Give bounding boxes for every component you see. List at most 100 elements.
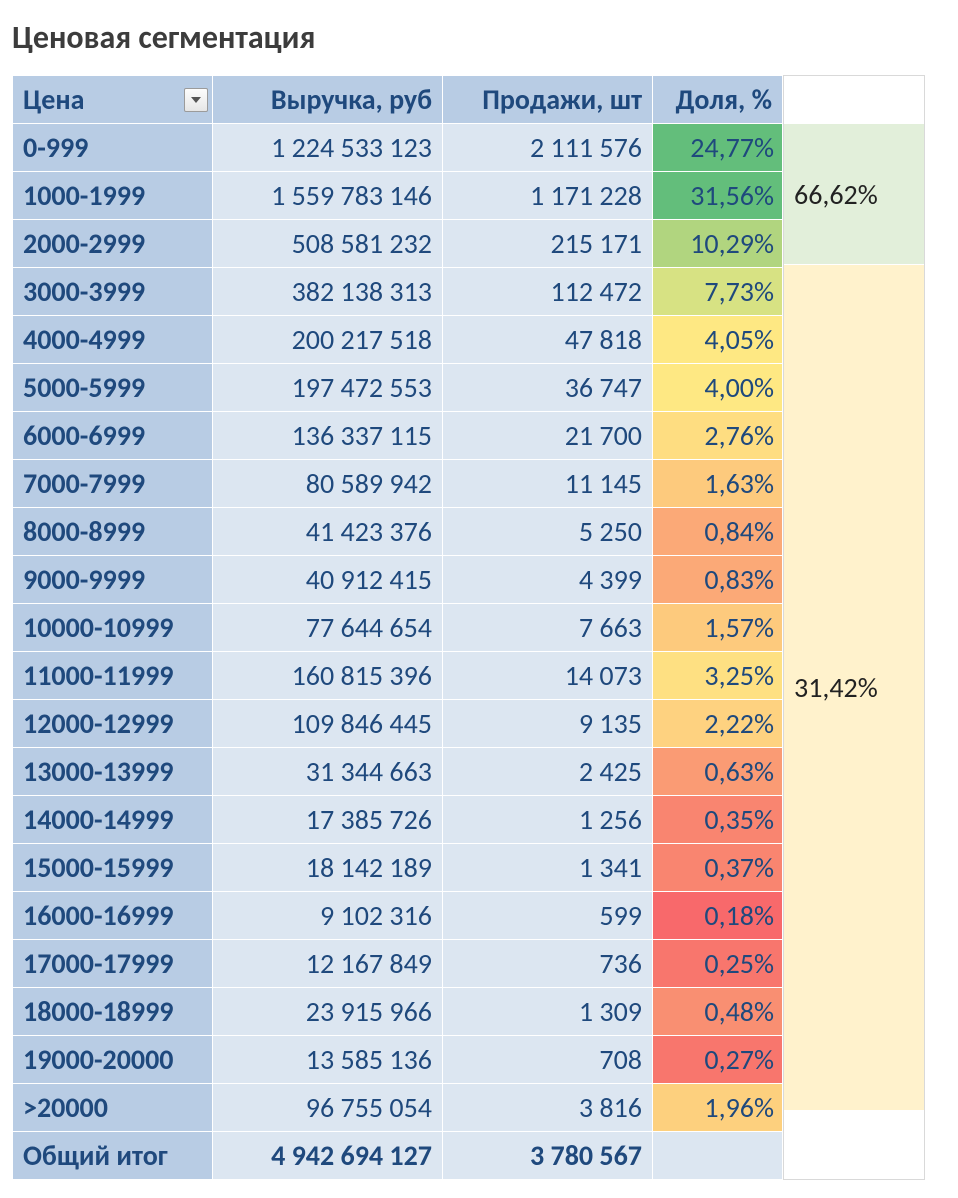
col-price-header[interactable]: Цена xyxy=(13,76,213,124)
total-row: Общий итог4 942 694 1273 780 567 xyxy=(13,1132,783,1180)
cell-sales: 4 399 xyxy=(443,556,653,604)
cell-price: 9000-9999 xyxy=(13,556,213,604)
cell-sales: 3 816 xyxy=(443,1084,653,1132)
cell-revenue: 508 581 232 xyxy=(213,220,443,268)
cell-share: 0,18% xyxy=(653,892,783,940)
table-row[interactable]: 13000-1399931 344 6632 4250,63% xyxy=(13,748,783,796)
cell-sales: 47 818 xyxy=(443,316,653,364)
cell-sales: 736 xyxy=(443,940,653,988)
col-sales-header[interactable]: Продажи, шт xyxy=(443,76,653,124)
cell-revenue: 109 846 445 xyxy=(213,700,443,748)
cell-sales: 708 xyxy=(443,1036,653,1084)
table-body: 0-9991 224 533 1232 111 57624,77%1000-19… xyxy=(13,124,783,1180)
table-row[interactable]: 17000-1799912 167 8497360,25% xyxy=(13,940,783,988)
cell-revenue: 382 138 313 xyxy=(213,268,443,316)
cell-revenue: 23 915 966 xyxy=(213,988,443,1036)
cell-price: >20000 xyxy=(13,1084,213,1132)
cell-share: 0,35% xyxy=(653,796,783,844)
cell-revenue: 80 589 942 xyxy=(213,460,443,508)
cell-revenue: 40 912 415 xyxy=(213,556,443,604)
cell-price: 16000-16999 xyxy=(13,892,213,940)
segmentation-table: Цена Выручка, руб Продажи, шт Доля, % 0-… xyxy=(12,75,783,1180)
col-revenue-header[interactable]: Выручка, руб xyxy=(213,76,443,124)
cell-share: 0,27% xyxy=(653,1036,783,1084)
table-row[interactable]: 15000-1599918 142 1891 3410,37% xyxy=(13,844,783,892)
cell-share: 2,22% xyxy=(653,700,783,748)
cell-price: 12000-12999 xyxy=(13,700,213,748)
cell-price: 7000-7999 xyxy=(13,460,213,508)
cell-sales: 14 073 xyxy=(443,652,653,700)
cell-revenue: 200 217 518 xyxy=(213,316,443,364)
cell-sales: 11 145 xyxy=(443,460,653,508)
cell-share: 0,25% xyxy=(653,940,783,988)
table-row[interactable]: 11000-11999160 815 39614 0733,25% xyxy=(13,652,783,700)
total-revenue: 4 942 694 127 xyxy=(213,1132,443,1180)
table-row[interactable]: 19000-2000013 585 1367080,27% xyxy=(13,1036,783,1084)
cell-revenue: 31 344 663 xyxy=(213,748,443,796)
cell-revenue: 13 585 136 xyxy=(213,1036,443,1084)
table-row[interactable]: 4000-4999200 217 51847 8184,05% xyxy=(13,316,783,364)
table-row[interactable]: 12000-12999109 846 4459 1352,22% xyxy=(13,700,783,748)
table-row[interactable]: 2000-2999508 581 232215 17110,29% xyxy=(13,220,783,268)
chevron-down-icon xyxy=(191,97,201,103)
group-header-spacer xyxy=(784,76,924,124)
table-row[interactable]: 18000-1899923 915 9661 3090,48% xyxy=(13,988,783,1036)
cell-sales: 1 341 xyxy=(443,844,653,892)
cell-price: 17000-17999 xyxy=(13,940,213,988)
cell-share: 0,37% xyxy=(653,844,783,892)
total-label: Общий итог xyxy=(13,1132,213,1180)
cell-share: 4,00% xyxy=(653,364,783,412)
table-row[interactable]: >2000096 755 0543 8161,96% xyxy=(13,1084,783,1132)
table-row[interactable]: 6000-6999136 337 11521 7002,76% xyxy=(13,412,783,460)
cell-price: 13000-13999 xyxy=(13,748,213,796)
cell-price: 8000-8999 xyxy=(13,508,213,556)
cell-share: 24,77% xyxy=(653,124,783,172)
filter-button[interactable] xyxy=(184,88,208,112)
cell-share: 4,05% xyxy=(653,316,783,364)
table-row[interactable]: 3000-3999382 138 313112 4727,73% xyxy=(13,268,783,316)
cell-revenue: 18 142 189 xyxy=(213,844,443,892)
table-row[interactable]: 9000-999940 912 4154 3990,83% xyxy=(13,556,783,604)
cell-revenue: 77 644 654 xyxy=(213,604,443,652)
table-row[interactable]: 8000-899941 423 3765 2500,84% xyxy=(13,508,783,556)
cell-share: 0,48% xyxy=(653,988,783,1036)
cell-revenue: 96 755 054 xyxy=(213,1084,443,1132)
cell-sales: 21 700 xyxy=(443,412,653,460)
cell-share: 0,63% xyxy=(653,748,783,796)
table-row[interactable]: 0-9991 224 533 1232 111 57624,77% xyxy=(13,124,783,172)
total-share xyxy=(653,1132,783,1180)
cell-sales: 5 250 xyxy=(443,508,653,556)
cell-price: 1000-1999 xyxy=(13,172,213,220)
cell-price: 14000-14999 xyxy=(13,796,213,844)
cell-sales: 7 663 xyxy=(443,604,653,652)
group-total-spacer xyxy=(784,1111,924,1158)
cell-price: 2000-2999 xyxy=(13,220,213,268)
table-row[interactable]: 16000-169999 102 3165990,18% xyxy=(13,892,783,940)
segmentation-wrap: Цена Выручка, руб Продажи, шт Доля, % 0-… xyxy=(12,75,946,1180)
cell-sales: 215 171 xyxy=(443,220,653,268)
total-sales: 3 780 567 xyxy=(443,1132,653,1180)
cell-revenue: 17 385 726 xyxy=(213,796,443,844)
group-cell: 31,42% xyxy=(784,265,924,1111)
group-column: 66,62%31,42% xyxy=(783,75,925,1180)
cell-revenue: 1 559 783 146 xyxy=(213,172,443,220)
cell-revenue: 9 102 316 xyxy=(213,892,443,940)
table-row[interactable]: 5000-5999197 472 55336 7474,00% xyxy=(13,364,783,412)
table-row[interactable]: 7000-799980 589 94211 1451,63% xyxy=(13,460,783,508)
cell-sales: 1 171 228 xyxy=(443,172,653,220)
cell-share: 7,73% xyxy=(653,268,783,316)
cell-price: 19000-20000 xyxy=(13,1036,213,1084)
table-row[interactable]: 14000-1499917 385 7261 2560,35% xyxy=(13,796,783,844)
cell-revenue: 136 337 115 xyxy=(213,412,443,460)
cell-sales: 112 472 xyxy=(443,268,653,316)
cell-sales: 2 425 xyxy=(443,748,653,796)
header-row: Цена Выручка, руб Продажи, шт Доля, % xyxy=(13,76,783,124)
table-row[interactable]: 10000-1099977 644 6547 6631,57% xyxy=(13,604,783,652)
cell-price: 18000-18999 xyxy=(13,988,213,1036)
col-share-header[interactable]: Доля, % xyxy=(653,76,783,124)
cell-share: 0,83% xyxy=(653,556,783,604)
cell-sales: 2 111 576 xyxy=(443,124,653,172)
table-row[interactable]: 1000-19991 559 783 1461 171 22831,56% xyxy=(13,172,783,220)
cell-sales: 9 135 xyxy=(443,700,653,748)
cell-share: 3,25% xyxy=(653,652,783,700)
